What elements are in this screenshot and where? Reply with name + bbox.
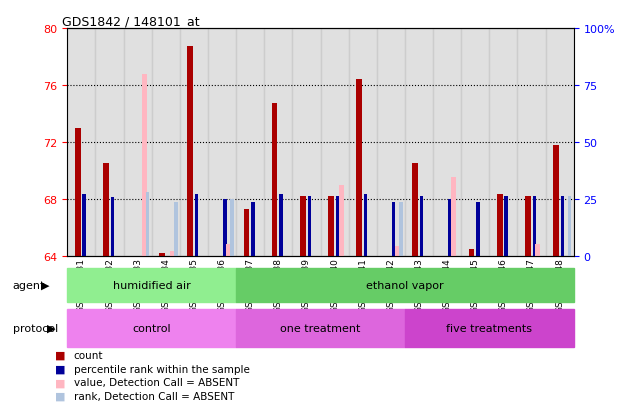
Bar	[504, 197, 508, 256]
Bar	[420, 197, 424, 256]
Bar	[405, 29, 433, 256]
Text: value, Detection Call = ABSENT: value, Detection Call = ABSENT	[74, 377, 239, 387]
Bar	[535, 245, 540, 256]
Bar	[392, 202, 395, 256]
Bar	[448, 199, 452, 256]
Bar	[469, 249, 474, 256]
Bar	[405, 309, 574, 347]
Bar	[67, 29, 96, 256]
Bar	[553, 145, 559, 256]
Bar	[146, 192, 149, 256]
Bar	[195, 195, 199, 256]
Bar	[170, 252, 175, 256]
Text: ■: ■	[54, 364, 65, 374]
Text: five treatments: five treatments	[446, 323, 532, 333]
Bar	[533, 197, 536, 256]
Bar	[328, 197, 334, 256]
Text: ▶: ▶	[47, 323, 56, 333]
Bar	[272, 104, 278, 256]
Bar	[67, 309, 236, 347]
Bar	[223, 199, 226, 256]
Bar	[338, 185, 344, 256]
Bar	[160, 253, 165, 256]
Bar	[433, 29, 461, 256]
Text: GDS1842 / 148101_at: GDS1842 / 148101_at	[62, 15, 200, 28]
Bar	[208, 29, 236, 256]
Text: count: count	[74, 350, 103, 360]
Bar	[244, 209, 249, 256]
Bar	[399, 202, 403, 256]
Text: control: control	[133, 323, 171, 333]
Bar	[103, 164, 109, 256]
Text: ■: ■	[54, 350, 65, 360]
Text: protocol: protocol	[13, 323, 58, 333]
Text: humidified air: humidified air	[113, 280, 190, 290]
Bar	[377, 29, 405, 256]
Bar	[152, 29, 180, 256]
Bar	[517, 29, 545, 256]
Text: ▶: ▶	[40, 280, 49, 290]
Bar	[489, 29, 517, 256]
Bar	[300, 197, 306, 256]
Bar	[187, 47, 193, 256]
Bar	[236, 29, 264, 256]
Bar	[356, 80, 362, 256]
Bar	[545, 29, 574, 256]
Bar	[83, 195, 86, 256]
Bar	[226, 245, 231, 256]
Text: agent: agent	[13, 280, 46, 290]
Bar	[111, 198, 114, 256]
Text: ■: ■	[54, 391, 65, 401]
Bar	[236, 268, 574, 302]
Bar	[279, 195, 283, 256]
Bar	[451, 178, 456, 256]
Text: percentile rank within the sample: percentile rank within the sample	[74, 364, 249, 374]
Bar	[413, 164, 418, 256]
Text: ■: ■	[54, 377, 65, 387]
Bar	[395, 246, 400, 256]
Bar	[308, 197, 311, 256]
Text: rank, Detection Call = ABSENT: rank, Detection Call = ABSENT	[74, 391, 234, 401]
Bar	[561, 197, 564, 256]
Bar	[231, 199, 234, 256]
Bar	[67, 268, 236, 302]
Bar	[349, 29, 377, 256]
Bar	[476, 202, 479, 256]
Bar	[75, 128, 81, 256]
Bar	[292, 29, 320, 256]
Bar	[461, 29, 489, 256]
Bar	[525, 197, 531, 256]
Bar	[364, 195, 367, 256]
Bar	[236, 309, 405, 347]
Bar	[497, 195, 503, 256]
Bar	[336, 197, 339, 256]
Text: one treatment: one treatment	[280, 323, 361, 333]
Bar	[568, 197, 571, 256]
Bar	[124, 29, 152, 256]
Bar	[142, 74, 147, 256]
Bar	[264, 29, 292, 256]
Text: ethanol vapor: ethanol vapor	[366, 280, 444, 290]
Bar	[96, 29, 124, 256]
Bar	[180, 29, 208, 256]
Bar	[320, 29, 349, 256]
Bar	[174, 202, 178, 256]
Bar	[251, 202, 254, 256]
